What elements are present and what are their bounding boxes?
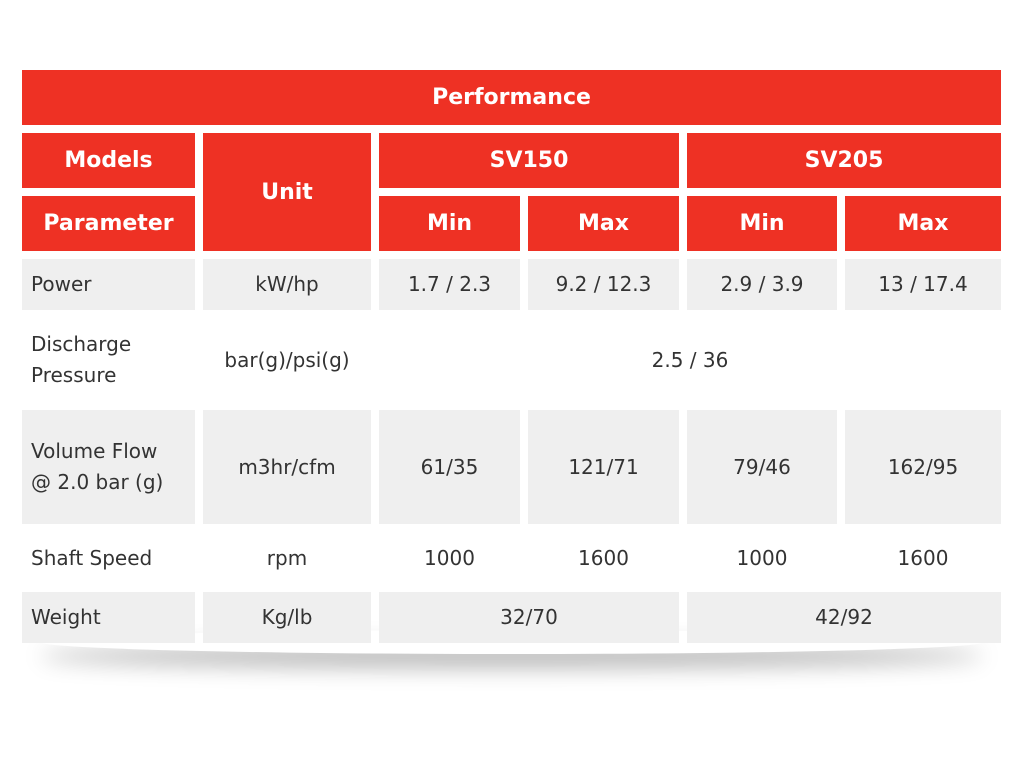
value-cell: 61/35 (379, 410, 520, 524)
value-cell-text: 79/46 (733, 454, 791, 479)
value-cell: 42/92 (687, 592, 1001, 643)
value-cell: 9.2 / 12.3 (528, 259, 679, 310)
value-cell-text: 1600 (897, 545, 949, 570)
title-cell-text: Performance (432, 85, 591, 110)
value-cell-text: 1000 (736, 545, 788, 570)
value-cell-text: 42/92 (815, 605, 873, 629)
value-cell: 1000 (379, 524, 520, 592)
parameter-cell: Weight (22, 592, 195, 643)
value-cell: 121/71 (528, 410, 679, 524)
sub-header: Max (528, 196, 679, 251)
model-group-header-text: SV150 (489, 148, 569, 173)
unit-cell: kW/hp (203, 259, 371, 310)
unit-cell-text: kW/hp (255, 272, 319, 296)
value-cell: 2.5 / 36 (379, 310, 1001, 410)
parameter-header-text: Parameter (43, 211, 174, 236)
sub-header-text: Min (739, 211, 785, 236)
sub-header: Min (379, 196, 520, 251)
unit-cell: Kg/lb (203, 592, 371, 643)
parameter-cell-text: Discharge Pressure (31, 332, 132, 387)
value-cell-text: 121/71 (568, 454, 639, 479)
unit-cell: m3hr/cfm (203, 410, 371, 524)
parameter-header: Parameter (22, 196, 195, 251)
value-cell: 2.9 / 3.9 (687, 259, 837, 310)
parameter-cell-text: Power (31, 272, 92, 296)
unit-header-text: Unit (261, 179, 313, 205)
value-cell-text: 2.9 / 3.9 (720, 272, 804, 296)
value-cell-text: 9.2 / 12.3 (555, 272, 652, 296)
value-cell-text: 1600 (578, 545, 629, 570)
parameter-cell: Power (22, 259, 195, 310)
unit-cell-text: Kg/lb (261, 605, 313, 629)
value-cell: 79/46 (687, 410, 837, 524)
value-cell-text: 1.7 / 2.3 (407, 272, 492, 296)
parameter-cell-text: Volume Flow @ 2.0 bar (g) (31, 439, 164, 494)
models-header: Models (22, 133, 195, 188)
sub-header-text: Max (897, 211, 949, 236)
sub-header: Min (687, 196, 837, 251)
value-cell: 162/95 (845, 410, 1001, 524)
unit-cell: rpm (203, 524, 371, 592)
title-cell: Performance (22, 70, 1001, 125)
model-group-header-text: SV205 (804, 148, 884, 173)
sub-header: Max (845, 196, 1001, 251)
value-cell-text: 13 / 17.4 (878, 272, 968, 296)
value-cell-text: 1000 (424, 545, 475, 570)
parameter-cell-text: Shaft Speed (31, 545, 153, 570)
sub-header-text: Min (426, 211, 473, 236)
unit-header: Unit (203, 133, 371, 251)
unit-cell: bar(g)/psi(g) (203, 310, 371, 410)
model-group-header: SV205 (687, 133, 1001, 188)
value-cell-text: 61/35 (420, 454, 479, 479)
value-cell: 1600 (845, 524, 1001, 592)
models-header-text: Models (64, 148, 153, 173)
sub-header-text: Max (578, 211, 629, 236)
unit-cell-text: rpm (266, 545, 308, 570)
value-cell-text: 2.5 / 36 (651, 347, 729, 372)
value-cell: 1000 (687, 524, 837, 592)
value-cell: 1600 (528, 524, 679, 592)
parameter-cell: Shaft Speed (22, 524, 195, 592)
model-group-header: SV150 (379, 133, 679, 188)
unit-cell-text: m3hr/cfm (238, 454, 336, 479)
parameter-cell-text: Weight (31, 605, 101, 629)
parameter-cell: Volume Flow @ 2.0 bar (g) (22, 410, 195, 524)
value-cell: 32/70 (379, 592, 679, 643)
value-cell: 13 / 17.4 (845, 259, 1001, 310)
unit-cell-text: bar(g)/psi(g) (224, 347, 350, 372)
value-cell-text: 32/70 (500, 605, 558, 629)
value-cell: 1.7 / 2.3 (379, 259, 520, 310)
parameter-cell: Discharge Pressure (22, 310, 195, 410)
value-cell-text: 162/95 (887, 454, 959, 479)
